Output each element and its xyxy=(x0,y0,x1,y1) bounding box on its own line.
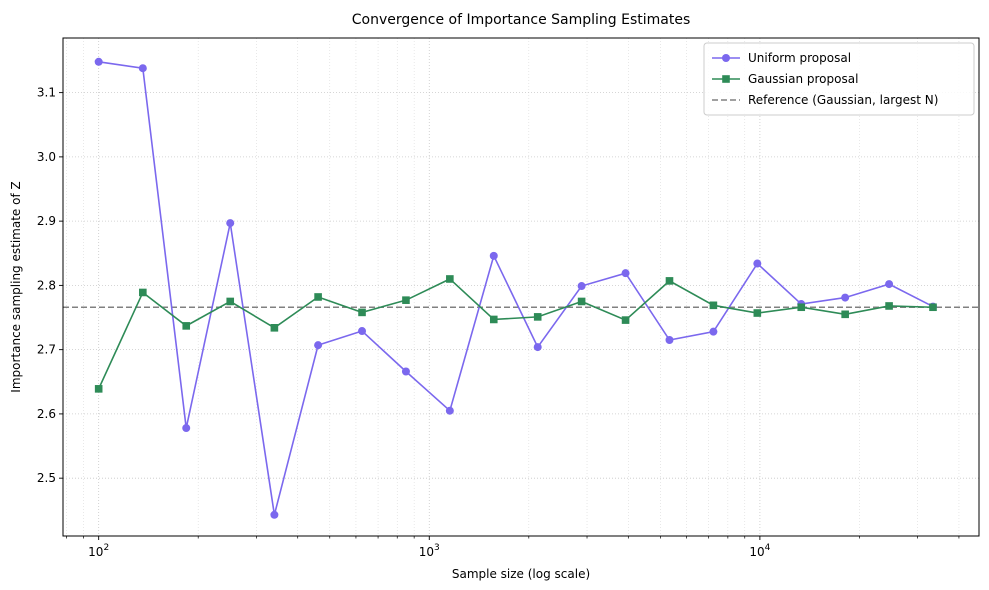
x-tick-label: 102 xyxy=(88,543,109,559)
legend-box xyxy=(703,42,975,116)
uniform-point xyxy=(314,341,323,350)
gaussian-point xyxy=(797,303,806,312)
gaussian-series-line xyxy=(97,278,934,390)
uniform-series-line xyxy=(98,60,934,515)
legend-label-gaussian: Gaussian proposal xyxy=(748,72,858,86)
y-tick-label: 2.9 xyxy=(37,214,56,228)
legend-label-reference: Reference (Gaussian, largest N) xyxy=(748,93,938,107)
legend-label-uniform: Uniform proposal xyxy=(748,51,851,65)
legend-marker-uniform xyxy=(722,54,730,62)
gaussian-point xyxy=(489,315,498,324)
uniform-point xyxy=(138,64,147,73)
gaussian-point xyxy=(139,288,147,297)
uniform-point xyxy=(358,327,367,336)
gaussian-point xyxy=(358,308,366,317)
uniform-point xyxy=(753,259,762,268)
y-tick-label: 2.8 xyxy=(37,278,56,292)
x-axis-label: Sample size (log scale) xyxy=(452,567,590,581)
chart-title: Convergence of Importance Sampling Estim… xyxy=(352,12,691,28)
uniform-point xyxy=(445,406,454,415)
uniform-point xyxy=(885,280,894,289)
series-layer xyxy=(94,57,938,519)
gaussian-point xyxy=(446,275,454,283)
gaussian-point xyxy=(665,277,674,285)
uniform-point xyxy=(577,282,586,291)
y-tick-label: 3.0 xyxy=(37,150,56,164)
gaussian-point xyxy=(533,313,542,321)
uniform-point xyxy=(621,269,630,278)
gaussian-point xyxy=(709,301,718,310)
gaussian-point xyxy=(94,385,103,393)
gaussian-point xyxy=(929,303,937,312)
uniform-point xyxy=(94,57,103,66)
legend: Uniform proposal Gaussian proposal Referen… xyxy=(703,42,975,116)
uniform-point xyxy=(182,424,191,433)
gaussian-point xyxy=(226,297,235,306)
gaussian-point xyxy=(577,297,586,306)
gaussian-point xyxy=(314,293,322,301)
uniform-point xyxy=(709,327,718,336)
gaussian-point xyxy=(402,296,410,304)
y-tick-label: 2.5 xyxy=(37,471,56,485)
y-tick-label: 3.1 xyxy=(37,86,56,100)
gaussian-point xyxy=(621,316,630,324)
x-tick-label: 103 xyxy=(419,543,440,559)
grid-layer xyxy=(63,38,979,536)
uniform-point xyxy=(489,251,498,260)
x-tick-label: 104 xyxy=(749,543,770,559)
y-axis-label: Importance sampling estimate of Z xyxy=(9,181,23,392)
gaussian-point xyxy=(841,310,849,319)
uniform-point xyxy=(226,219,235,228)
legend-marker-gaussian xyxy=(722,75,730,83)
plot-area-frame xyxy=(62,37,980,537)
uniform-point xyxy=(401,367,410,376)
gaussian-point xyxy=(270,324,279,332)
gaussian-point xyxy=(182,322,191,330)
uniform-point xyxy=(533,343,542,352)
y-tick-label: 2.6 xyxy=(37,407,56,421)
uniform-point xyxy=(841,293,850,302)
gaussian-point xyxy=(753,309,762,317)
y-tick-label: 2.7 xyxy=(37,343,56,357)
uniform-point xyxy=(665,336,674,345)
uniform-point xyxy=(270,510,279,519)
axis-layer: 102 103 104 2.5 2.6 2.7 2.8 2.9 3.0 3.1 xyxy=(37,86,960,559)
gaussian-point xyxy=(885,302,893,310)
